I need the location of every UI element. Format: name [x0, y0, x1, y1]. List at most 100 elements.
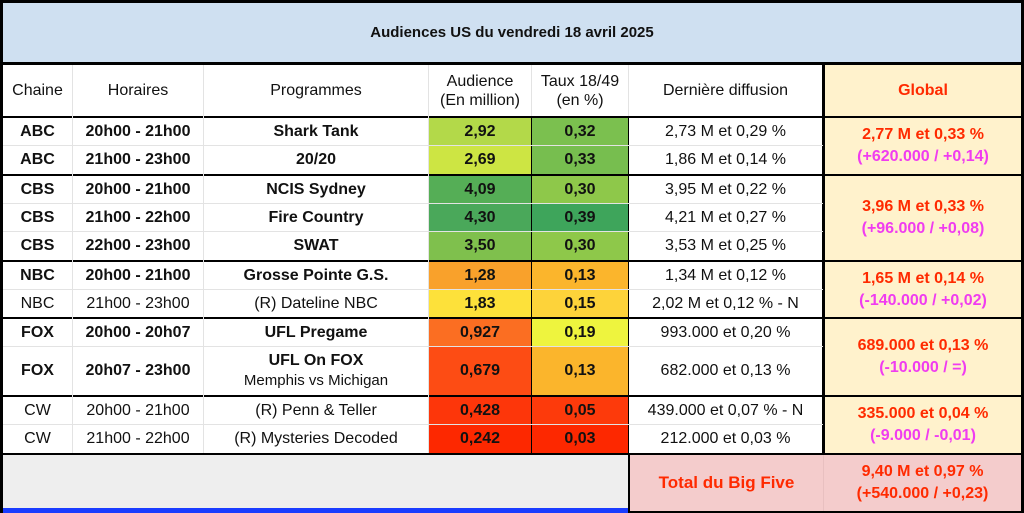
global-nbc: 1,65 M et 0,14 % (-140.000 / +0,02) — [825, 262, 1021, 317]
total-label: Total du Big Five — [630, 455, 823, 511]
cell-audience: 1,28 — [429, 262, 531, 289]
cell-chaine: NBC — [3, 290, 72, 317]
global-main: 689.000 et 0,13 % — [857, 337, 989, 354]
cell-chaine: CW — [3, 397, 72, 424]
cell-derniere: 439.000 et 0,07 % - N — [629, 397, 822, 424]
cell-audience: 2,92 — [429, 118, 531, 145]
cell-chaine: CBS — [3, 232, 72, 260]
column-divider — [531, 65, 532, 116]
header-horaires: Horaires — [73, 65, 203, 116]
cell-taux: 0,39 — [532, 204, 628, 231]
selection-bar — [3, 508, 628, 513]
total-main: 9,40 M et 0,97 % — [861, 463, 984, 480]
cell-audience: 0,679 — [429, 347, 531, 395]
total-delta: (+540.000 / +0,23) — [856, 485, 989, 502]
cell-horaires: 21h00 - 23h00 — [73, 146, 203, 174]
cell-derniere: 993.000 et 0,20 % — [629, 319, 822, 346]
row-divider — [3, 424, 823, 425]
global-delta: (-10.000 / =) — [879, 359, 967, 376]
cell-programme: UFL Pregame — [204, 319, 428, 346]
cell-programme: Fire Country — [204, 204, 428, 231]
cell-horaires: 20h00 - 20h07 — [73, 319, 203, 346]
header-programmes: Programmes — [204, 65, 428, 116]
header-taux-line2: (en %) — [556, 91, 604, 109]
header-audience-line1: Audience — [446, 72, 514, 90]
row-divider — [3, 203, 823, 204]
cell-taux: 0,30 — [532, 176, 628, 203]
cell-horaires: 21h00 - 23h00 — [73, 290, 203, 317]
cell-taux: 0,05 — [532, 397, 628, 424]
cell-audience: 1,83 — [429, 290, 531, 317]
global-cw: 335.000 et 0,04 % (-9.000 / -0,01) — [825, 397, 1021, 453]
table-title: Audiences US du vendredi 18 avril 2025 — [3, 3, 1021, 62]
cell-chaine: FOX — [3, 347, 72, 395]
cell-taux: 0,33 — [532, 146, 628, 174]
global-main: 3,96 M et 0,33 % — [862, 198, 984, 215]
cell-chaine: CBS — [3, 176, 72, 203]
cell-horaires: 20h00 - 21h00 — [73, 397, 203, 424]
cell-horaires: 21h00 - 22h00 — [73, 425, 203, 453]
column-divider — [428, 65, 429, 453]
cell-horaires: 22h00 - 23h00 — [73, 232, 203, 260]
cell-audience: 3,50 — [429, 232, 531, 260]
cell-chaine: CBS — [3, 204, 72, 231]
cell-chaine: ABC — [3, 146, 72, 174]
cell-derniere: 2,73 M et 0,29 % — [629, 118, 822, 145]
header-audience: Audience (En million) — [429, 65, 531, 116]
programme-subtitle: Memphis vs Michigan — [243, 372, 389, 389]
global-cbs: 3,96 M et 0,33 % (+96.000 / +0,08) — [825, 176, 1021, 260]
cell-programme: 20/20 — [204, 146, 428, 174]
cell-derniere: 1,34 M et 0,12 % — [629, 262, 822, 289]
global-main: 1,65 M et 0,14 % — [862, 269, 984, 287]
cell-taux: 0,13 — [532, 262, 628, 289]
cell-taux: 0,32 — [532, 118, 628, 145]
cell-programme: Grosse Pointe G.S. — [204, 262, 428, 289]
cell-derniere: 4,21 M et 0,27 % — [629, 204, 822, 231]
column-divider — [72, 65, 73, 453]
cell-taux: 0,03 — [532, 425, 628, 453]
global-delta: (-9.000 / -0,01) — [870, 427, 976, 444]
cell-chaine: NBC — [3, 262, 72, 289]
cell-audience: 2,69 — [429, 146, 531, 174]
global-fox: 689.000 et 0,13 % (-10.000 / =) — [825, 319, 1021, 395]
cell-derniere: 3,95 M et 0,22 % — [629, 176, 822, 203]
cell-chaine: CW — [3, 425, 72, 453]
global-main: 335.000 et 0,04 % — [857, 405, 989, 422]
cell-taux: 0,13 — [532, 347, 628, 395]
cell-derniere: 682.000 et 0,13 % — [629, 347, 822, 395]
cell-horaires: 20h07 - 23h00 — [73, 347, 203, 395]
cell-programme: (R) Mysteries Decoded — [204, 425, 428, 453]
column-divider — [628, 65, 629, 116]
global-abc: 2,77 M et 0,33 % (+620.000 / +0,14) — [825, 118, 1021, 174]
header-taux-line1: Taux 18/49 — [540, 72, 620, 90]
cell-horaires: 20h00 - 21h00 — [73, 176, 203, 203]
cell-programme: UFL On FOX Memphis vs Michigan — [204, 347, 428, 395]
header-taux: Taux 18/49 (en %) — [532, 65, 628, 116]
total-value: 9,40 M et 0,97 % (+540.000 / +0,23) — [824, 455, 1021, 511]
cell-chaine: FOX — [3, 319, 72, 346]
cell-audience: 0,428 — [429, 397, 531, 424]
column-divider — [203, 65, 204, 453]
cell-audience: 0,242 — [429, 425, 531, 453]
cell-audience: 4,30 — [429, 204, 531, 231]
cell-derniere: 212.000 et 0,03 % — [629, 425, 822, 453]
header-global: Global — [825, 65, 1021, 116]
header-derniere-diffusion: Dernière diffusion — [629, 65, 822, 116]
cell-programme: Shark Tank — [204, 118, 428, 145]
row-divider — [3, 145, 823, 146]
cell-audience: 0,927 — [429, 319, 531, 346]
cell-derniere: 3,53 M et 0,25 % — [629, 232, 822, 260]
cell-taux: 0,19 — [532, 319, 628, 346]
header-chaine: Chaine — [3, 65, 72, 116]
cell-horaires: 20h00 - 21h00 — [73, 262, 203, 289]
cell-derniere: 1,86 M et 0,14 % — [629, 146, 822, 174]
cell-taux: 0,15 — [532, 290, 628, 317]
row-divider — [3, 289, 823, 290]
header-audience-line2: (En million) — [439, 91, 520, 109]
cell-horaires: 20h00 - 21h00 — [73, 118, 203, 145]
global-delta: (+620.000 / +0,14) — [857, 148, 989, 165]
global-main: 2,77 M et 0,33 % — [862, 126, 984, 143]
row-divider — [3, 346, 823, 347]
cell-taux: 0,30 — [532, 232, 628, 260]
programme-title: UFL On FOX — [268, 352, 364, 369]
